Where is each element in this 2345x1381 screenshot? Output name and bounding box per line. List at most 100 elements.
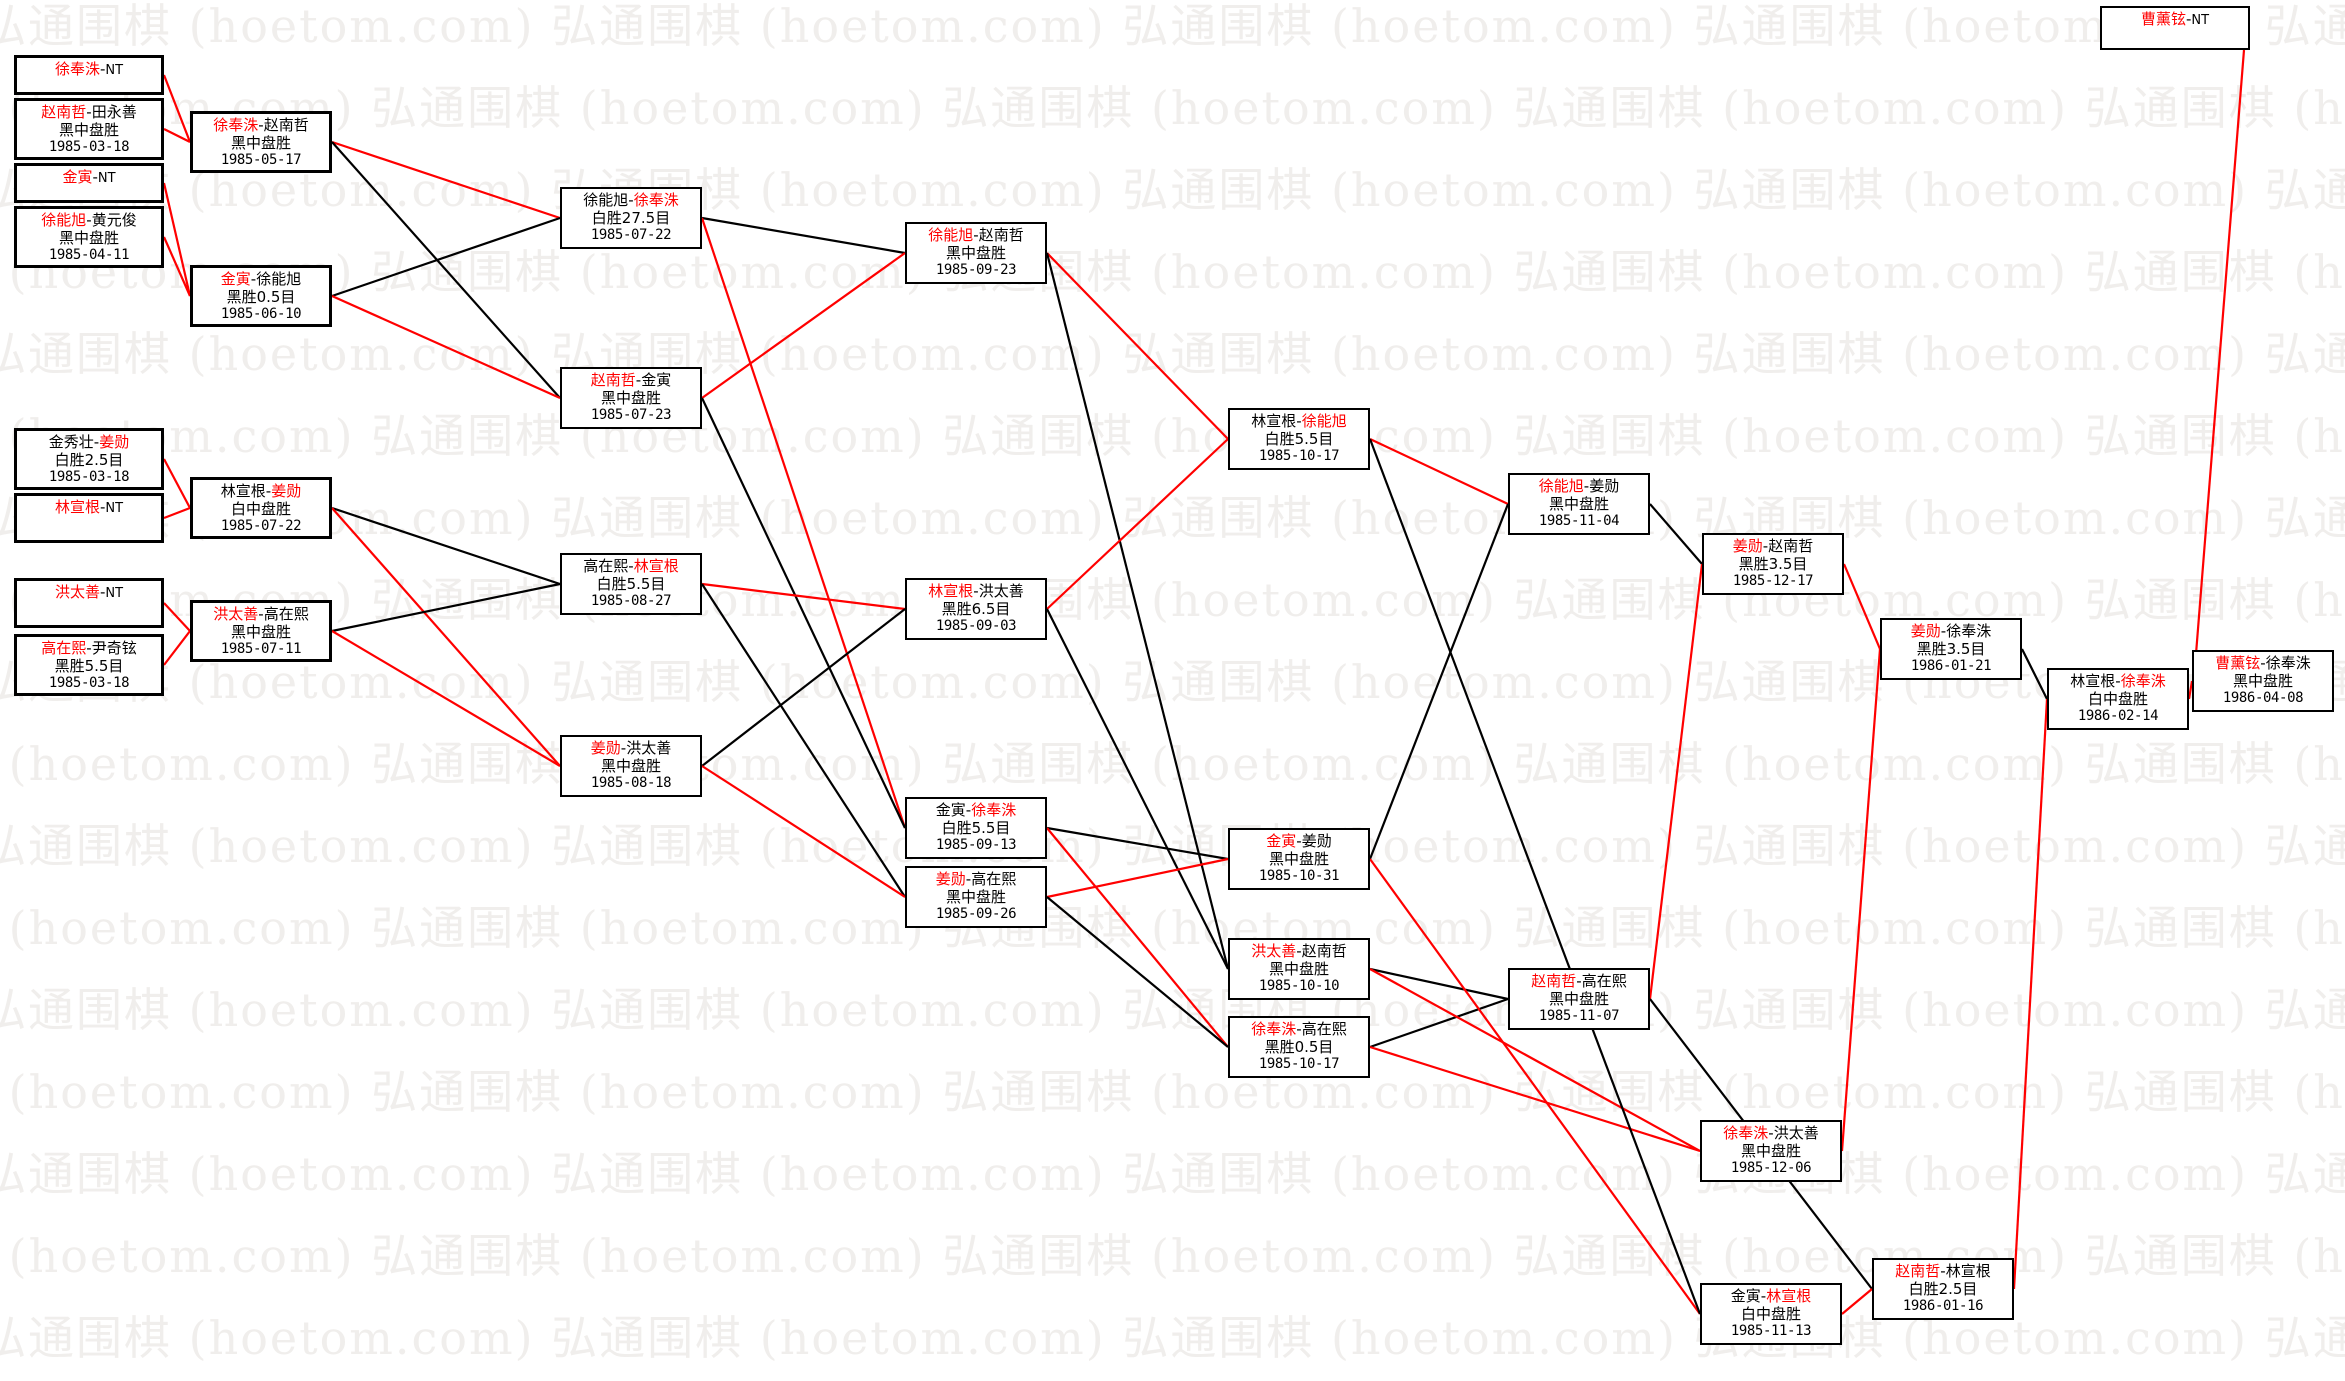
match-node[interactable]: 洪太善-赵南哲 黑中盘胜 1985-10-10 [1228, 938, 1370, 1000]
match-node[interactable]: 赵南哲-田永善 黑中盘胜 1985-03-18 [14, 98, 164, 160]
bracket-link [331, 582, 561, 633]
player-one-name: 洪太善 [213, 605, 259, 623]
match-date: 1985-12-17 [1732, 573, 1814, 590]
bracket-link [163, 128, 191, 143]
bracket-link [1648, 563, 1704, 1000]
player-two-name: 林宣根 [1766, 1287, 1812, 1305]
match-node[interactable]: 金秀壮-姜勋 白胜2.5目 1985-03-18 [14, 428, 164, 490]
match-node[interactable]: 林宣根-NT [14, 493, 164, 543]
player-separator: - [628, 557, 634, 575]
player-two-name: 姜勋 [1301, 832, 1332, 850]
bracket-link [162, 182, 192, 297]
match-node[interactable]: 徐奉洙-高在熙 黑胜0.5目 1985-10-17 [1228, 1016, 1370, 1078]
match-date: 1985-12-06 [1730, 1160, 1812, 1177]
match-node[interactable]: 徐能旭-黄元俊 黑中盘胜 1985-04-11 [14, 206, 164, 268]
match-node[interactable]: 徐能旭-赵南哲 黑中盘胜 1985-09-23 [905, 222, 1047, 284]
player-one-name: 林宣根 [54, 498, 100, 516]
match-result: 白胜5.5目 [941, 818, 1011, 837]
match-node[interactable]: 金寅-姜勋 黑中盘胜 1985-10-31 [1228, 828, 1370, 890]
player-one-name: 徐奉洙 [54, 60, 100, 78]
bracket-link [331, 506, 561, 586]
player-separator: - [635, 371, 642, 389]
match-date: 1985-10-10 [1258, 978, 1340, 995]
match-players: 徐能旭-赵南哲 [907, 226, 1045, 245]
match-node[interactable]: 林宣根-徐能旭 白胜5.5目 1985-10-17 [1228, 408, 1370, 470]
match-players: 金寅-徐奉洙 [907, 801, 1045, 820]
bracket-link [163, 458, 191, 509]
player-separator: - [86, 639, 92, 657]
player-two-name: 徐奉洙 [2265, 654, 2311, 672]
match-node[interactable]: 姜勋-洪太善 黑中盘胜 1985-08-18 [560, 735, 702, 797]
match-node[interactable]: 金寅-NT [14, 163, 164, 203]
match-node[interactable]: 高在熙-尹奇铉 黑胜5.5目 1985-03-18 [14, 634, 164, 696]
player-two-name: 田永善 [91, 103, 137, 121]
match-node[interactable]: 高在熙-林宣根 白胜5.5目 1985-08-27 [560, 553, 702, 615]
match-players: 金秀壮-姜勋 [17, 433, 161, 452]
match-node[interactable]: 金寅-徐奉洙 白胜5.5目 1985-09-13 [905, 797, 1047, 859]
match-node[interactable]: 金寅-林宣根 白中盘胜 1985-11-13 [1700, 1283, 1842, 1345]
player-two-name: 赵南哲 [1768, 537, 1814, 555]
match-node[interactable]: 金寅-徐能旭 黑胜0.5目 1985-06-10 [190, 265, 332, 327]
match-result: 白胜2.5目 [54, 450, 124, 469]
match-node[interactable]: 赵南哲-高在熙 黑中盘胜 1985-11-07 [1508, 968, 1650, 1030]
player-two-name: 金寅 [641, 371, 672, 389]
player-one-name: 林宣根 [220, 482, 266, 500]
match-date: 1985-11-04 [1538, 513, 1620, 530]
player-separator: - [1576, 972, 1582, 990]
bracket-link [1369, 438, 1509, 505]
player-one-name: 曹薰铉 [2215, 654, 2261, 672]
match-players: 林宣根-徐能旭 [1230, 412, 1368, 431]
match-players: 赵南哲-金寅 [562, 371, 700, 390]
match-players: 金寅-姜勋 [1230, 832, 1368, 851]
match-node[interactable]: 洪太善-NT [14, 578, 164, 628]
player-separator: - [2115, 672, 2121, 690]
player-separator: - [86, 211, 92, 229]
match-result: 黑中盘胜 [1548, 494, 1609, 513]
match-players: 赵南哲-田永善 [17, 103, 161, 122]
match-result: 黑中盘胜 [1268, 959, 1329, 978]
match-node[interactable]: 徐能旭-姜勋 黑中盘胜 1985-11-04 [1508, 473, 1650, 535]
match-node[interactable]: 曹薰铉-NT [2100, 6, 2250, 50]
match-players: 洪太善-高在熙 [193, 605, 329, 624]
match-date: 1986-01-21 [1910, 658, 1992, 675]
match-node[interactable]: 徐奉洙-洪太善 黑中盘胜 1985-12-06 [1700, 1120, 1842, 1182]
match-players: 姜勋-高在熙 [907, 870, 1045, 889]
match-node[interactable]: 徐奉洙-NT [14, 55, 164, 95]
match-players: 林宣根-洪太善 [907, 582, 1045, 601]
bracket-link [2012, 698, 2049, 1290]
bracket-link [1046, 826, 1229, 861]
match-players: 金寅-NT [17, 168, 161, 187]
player-two-name: 姜勋 [99, 433, 130, 451]
match-node[interactable]: 林宣根-姜勋 白中盘胜 1985-07-22 [190, 477, 332, 539]
match-players: 林宣根-徐奉洙 [2049, 672, 2187, 691]
match-node[interactable]: 徐奉洙-赵南哲 黑中盘胜 1985-05-17 [190, 111, 332, 173]
player-separator: - [1940, 622, 1947, 640]
match-node[interactable]: 林宣根-洪太善 黑胜6.5目 1985-09-03 [905, 578, 1047, 640]
player-one-name: 赵南哲 [1895, 1262, 1941, 1280]
match-node[interactable]: 赵南哲-金寅 黑中盘胜 1985-07-23 [560, 367, 702, 429]
match-node[interactable]: 姜勋-赵南哲 黑胜3.5目 1985-12-17 [1702, 533, 1844, 595]
player-one-name: 曹薰铉 [2140, 10, 2186, 28]
match-result: 黑中盘胜 [600, 756, 661, 775]
player-one-name: 姜勋 [1732, 537, 1763, 555]
match-node[interactable]: 姜勋-高在熙 黑中盘胜 1985-09-26 [905, 866, 1047, 928]
match-node[interactable]: 洪太善-高在熙 黑中盘胜 1985-07-11 [190, 600, 332, 662]
match-date: 1986-04-08 [2222, 690, 2304, 707]
player-one-name: 姜勋 [1910, 622, 1941, 640]
match-node[interactable]: 赵南哲-林宣根 白胜2.5目 1986-01-16 [1872, 1258, 2014, 1320]
player-one-name: 徐能旭 [41, 211, 87, 229]
player-separator: - [250, 270, 257, 288]
player-separator: - [265, 482, 272, 500]
match-node[interactable]: 林宣根-徐奉洙 白中盘胜 1986-02-14 [2047, 668, 2189, 730]
match-node[interactable]: 徐能旭-徐奉洙 白胜27.5目 1985-07-22 [560, 187, 702, 249]
match-node[interactable]: 姜勋-徐奉洙 黑胜3.5目 1986-01-21 [1880, 618, 2022, 680]
match-node[interactable]: 曹薰铉-徐奉洙 黑中盘胜 1986-04-08 [2192, 650, 2334, 712]
match-players: 林宣根-NT [17, 498, 161, 517]
player-two-name: 黄元俊 [91, 211, 137, 229]
player-two-name: 赵南哲 [978, 226, 1024, 244]
bracket-link [331, 507, 561, 767]
bracket-link [331, 294, 561, 400]
player-two-name: 赵南哲 [1301, 942, 1347, 960]
player-separator: - [92, 168, 98, 186]
